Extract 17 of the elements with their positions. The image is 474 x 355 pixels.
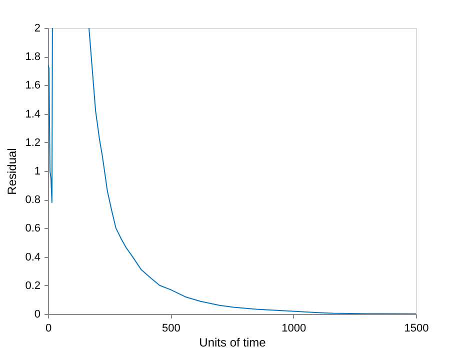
y-tick-label: 2 xyxy=(34,22,40,34)
x-tick-label: 0 xyxy=(45,322,52,334)
y-tick-label: 0.8 xyxy=(25,194,40,206)
y-tick-label: 0 xyxy=(34,308,40,320)
y-tick-label: 1.6 xyxy=(25,80,40,92)
y-axis-title: Residual xyxy=(5,148,20,195)
y-tick-label: 1.8 xyxy=(25,51,40,64)
y-tick-label: 1 xyxy=(34,166,40,178)
x-tick-label: 1000 xyxy=(282,322,306,334)
x-tick-label: 1500 xyxy=(404,322,429,334)
y-tick-label: 1.4 xyxy=(25,108,40,120)
y-tick-label: 1.2 xyxy=(25,136,40,149)
x-axis-title: Units of time xyxy=(199,336,266,350)
y-tick-label: 0.2 xyxy=(25,280,40,292)
y-tick-label: 0.4 xyxy=(25,251,40,264)
x-tick-label: 500 xyxy=(162,322,180,334)
y-tick-label: 0.6 xyxy=(25,222,40,235)
